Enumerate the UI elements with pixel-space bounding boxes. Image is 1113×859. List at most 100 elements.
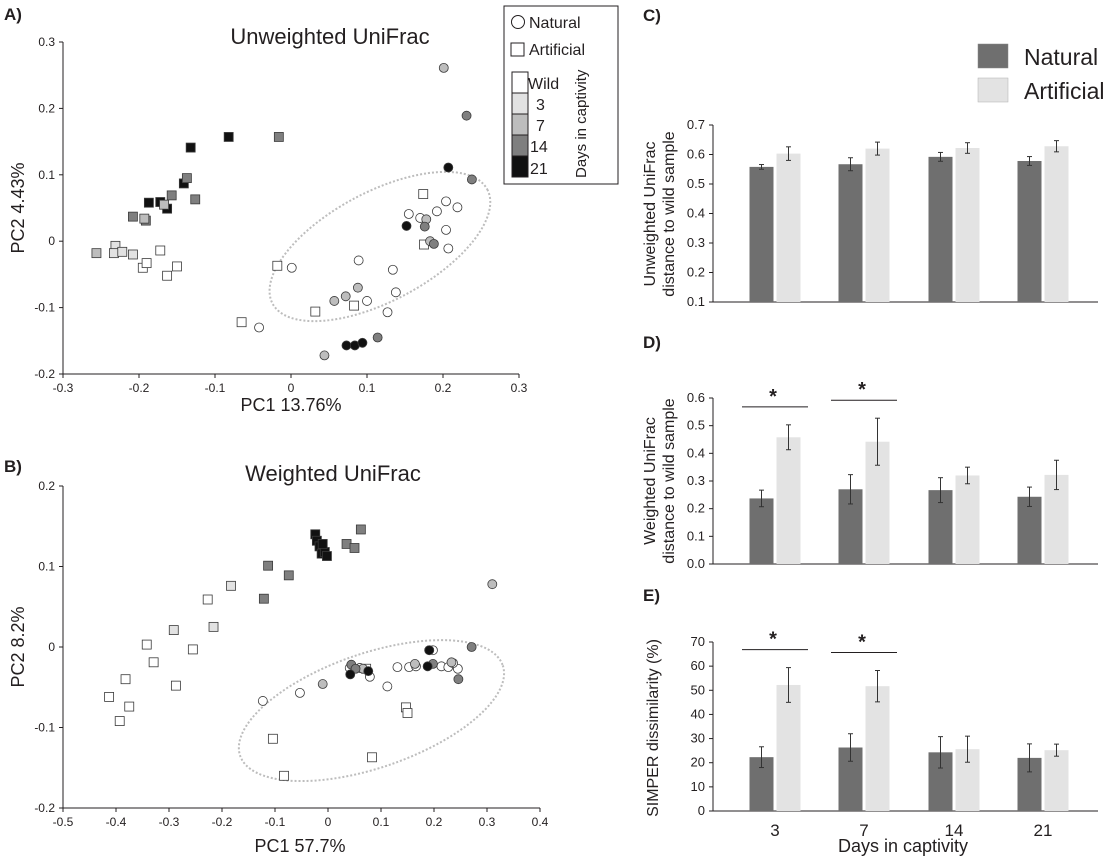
legend-day7-swatch <box>511 113 529 136</box>
point-natural-d21 <box>341 340 352 351</box>
y-tick-label: -0.2 <box>34 801 55 815</box>
x-tick-label: -0.2 <box>129 381 150 395</box>
point-natural-d7 <box>487 579 498 590</box>
point-natural-d14 <box>461 110 472 121</box>
y-tick-label: 0.0 <box>687 556 705 571</box>
legend-day7-label: 7 <box>536 118 545 135</box>
y-tick-label: 0.2 <box>38 479 55 493</box>
point-natural-wild <box>441 225 451 235</box>
y-axis-label: SIMPER dissimilarity (%) <box>645 639 662 817</box>
legend-day3-swatch <box>511 92 529 115</box>
legend-wild-label: Wild <box>528 76 559 93</box>
point-artificial-d14 <box>128 211 138 222</box>
x-tick-label: 0.4 <box>532 815 549 829</box>
panel-b-weighted-unifrac-pcoa: B) Weighted UniFrac -0.5 -0.4 -0.3 -0.2 -0.1 0 0… <box>4 457 549 856</box>
point-natural-wild <box>286 262 297 273</box>
point-artificial-wild <box>272 260 283 271</box>
y-axis-label: distance to wild sample <box>661 398 678 564</box>
point-natural-wild <box>441 196 451 207</box>
x-axis-label: PC1 57.7% <box>254 836 345 856</box>
panel-d-weighted-distance-bars: D) 0.0 0.1 0.2 0.3 0.4 0.5 0.6 Weighted UniFrac d… <box>642 333 1098 571</box>
point-natural-d14 <box>419 221 430 232</box>
bar-natural <box>1017 496 1042 564</box>
point-natural-d7 <box>352 282 363 293</box>
y-tick-label: 50 <box>691 682 705 697</box>
y-tick-label: 0.7 <box>687 117 705 132</box>
y-tick-label: 0 <box>48 234 55 248</box>
point-artificial-wild <box>124 701 135 712</box>
legend-artificial-label: Artificial <box>529 42 585 59</box>
x-tick-label: -0.2 <box>212 815 233 829</box>
point-natural-wild <box>382 681 393 692</box>
point-artificial-d14 <box>258 593 269 604</box>
x-tick-label: 0.2 <box>435 381 452 395</box>
bar-artificial <box>1044 146 1069 302</box>
point-artificial-wild <box>267 733 278 744</box>
y-tick-label: 0.6 <box>687 147 705 162</box>
point-natural-wild <box>353 255 364 266</box>
legend-a: Natural Artificial Wild 3 7 14 21 Days i… <box>503 5 619 185</box>
point-natural-wild <box>403 209 414 219</box>
point-artificial-d21 <box>223 132 234 142</box>
y-tick-label: 0.1 <box>687 528 705 543</box>
point-natural-d14 <box>428 238 439 249</box>
point-artificial-wild <box>141 639 152 650</box>
point-natural-d14 <box>372 332 383 343</box>
x-tick-label: 0.3 <box>479 815 496 829</box>
x-tick-label: 3 <box>770 821 779 840</box>
point-natural-d7 <box>446 657 457 668</box>
point-artificial-wild <box>148 657 159 668</box>
bar-artificial <box>865 686 890 811</box>
x-axis-label: Days in captivity <box>838 836 968 856</box>
point-artificial-d21 <box>322 551 332 561</box>
point-artificial-d14 <box>349 543 360 553</box>
y-tick-label: 0.6 <box>687 390 705 405</box>
legend-natural-circle-icon <box>511 15 525 29</box>
point-natural-d14 <box>466 642 477 652</box>
panel-label: D) <box>643 333 661 352</box>
point-natural-wild <box>452 202 463 213</box>
y-tick-label: 0.1 <box>687 294 705 309</box>
point-artificial-d7 <box>159 199 169 210</box>
y-tick-label: 0 <box>698 803 705 818</box>
bar-artificial <box>776 437 801 564</box>
bar-artificial <box>955 148 980 302</box>
point-natural-d21 <box>401 221 412 231</box>
x-tick-label: 7 <box>859 821 868 840</box>
bar-natural <box>749 498 774 564</box>
point-artificial-wild <box>120 674 131 685</box>
panel-label: E) <box>643 586 660 605</box>
legend-natural-label: Natural <box>529 15 581 32</box>
point-artificial-d14 <box>273 132 284 142</box>
x-axis-label: PC1 13.76% <box>240 395 341 415</box>
point-natural-d21 <box>357 337 368 348</box>
x-tick-label: -0.3 <box>159 815 180 829</box>
significance-star: * <box>769 629 777 651</box>
point-artificial-wild <box>418 189 429 199</box>
point-natural-wild <box>392 662 403 673</box>
bar-artificial <box>955 475 980 564</box>
legend-day14-label: 14 <box>530 139 548 156</box>
point-natural-wild <box>382 307 393 318</box>
y-tick-label: -0.2 <box>34 367 55 381</box>
legend-c-artificial-swatch <box>977 77 1009 103</box>
confidence-ellipse <box>268 170 492 323</box>
x-tick-label: -0.5 <box>53 815 74 829</box>
legend-day14-swatch <box>511 134 529 157</box>
legend-day21-label: 21 <box>530 161 548 178</box>
legend-days-in-captivity-title: Days in captivity <box>573 69 590 178</box>
point-natural-wild <box>254 322 264 333</box>
y-tick-label: 0.5 <box>687 176 705 191</box>
y-tick-label: 40 <box>691 706 705 721</box>
y-axis-label: Unweighted UniFrac <box>642 142 659 287</box>
x-tick-label: -0.1 <box>265 815 286 829</box>
x-tick-label: 0.3 <box>511 381 528 395</box>
point-artificial-d7 <box>139 213 150 224</box>
point-artificial-wild <box>349 300 359 311</box>
y-tick-label: -0.1 <box>34 721 55 735</box>
y-tick-label: 0 <box>48 640 55 654</box>
legend-c-artificial-label: Artificial <box>1024 78 1105 104</box>
y-tick-label: 0.4 <box>687 206 705 221</box>
significance-star: * <box>858 631 866 653</box>
chart-title: Unweighted UniFrac <box>230 24 429 49</box>
